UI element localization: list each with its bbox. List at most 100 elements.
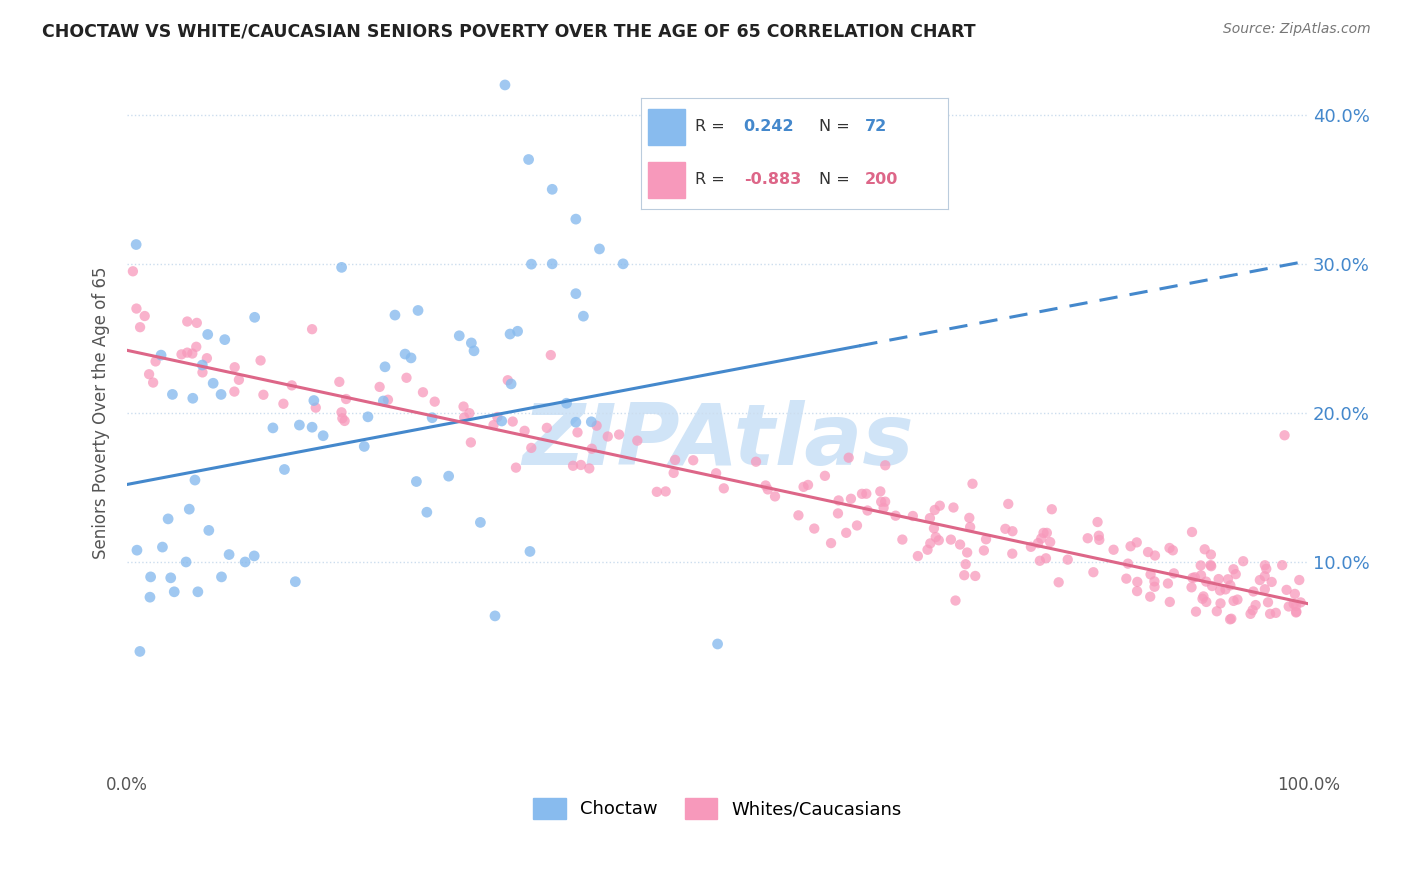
Point <box>174 555 197 569</box>
Point <box>1254 558 1277 573</box>
Point <box>1031 532 1053 546</box>
Point <box>176 345 198 359</box>
Point <box>1184 570 1206 584</box>
Point <box>1163 566 1185 581</box>
Point <box>1032 525 1054 540</box>
Point <box>281 378 304 392</box>
Point <box>486 409 509 424</box>
Point <box>1282 597 1305 611</box>
Point <box>957 511 980 525</box>
Point <box>581 442 603 456</box>
Point <box>262 421 284 435</box>
Legend: Choctaw, Whites/Caucasians: Choctaw, Whites/Caucasians <box>526 791 910 826</box>
Point <box>288 418 311 433</box>
Point <box>956 545 979 559</box>
Point <box>1278 599 1301 614</box>
Point <box>202 376 225 391</box>
Point <box>312 428 335 442</box>
Point <box>1119 539 1142 553</box>
Point <box>939 533 962 547</box>
Point <box>460 435 482 450</box>
Point <box>869 484 891 499</box>
Point <box>706 637 728 651</box>
Point <box>423 394 446 409</box>
Text: Source: ZipAtlas.com: Source: ZipAtlas.com <box>1223 22 1371 37</box>
Point <box>330 411 353 425</box>
Point <box>470 516 492 530</box>
Point <box>1194 542 1216 557</box>
Point <box>1143 549 1166 563</box>
Point <box>572 309 595 323</box>
Point <box>855 487 877 501</box>
Point <box>494 78 516 92</box>
Point <box>305 401 328 415</box>
Point <box>1199 548 1222 562</box>
Point <box>209 387 232 401</box>
Point <box>922 521 945 535</box>
Point <box>1232 554 1254 568</box>
Point <box>1139 590 1161 604</box>
Point <box>1260 574 1282 589</box>
Point <box>273 397 295 411</box>
Point <box>191 366 214 380</box>
Point <box>333 414 356 428</box>
Point <box>420 410 443 425</box>
Point <box>920 536 942 550</box>
Point <box>891 533 914 547</box>
Point <box>1157 576 1180 591</box>
Point <box>803 522 825 536</box>
Point <box>662 466 685 480</box>
Point <box>1256 562 1278 576</box>
Point <box>907 549 929 563</box>
Point <box>1271 558 1294 573</box>
Point <box>243 549 266 563</box>
Point <box>157 512 180 526</box>
Point <box>406 303 429 318</box>
Point <box>395 371 418 385</box>
Point <box>827 507 849 521</box>
Point <box>1077 531 1099 545</box>
Point <box>519 544 541 558</box>
Point <box>596 429 619 443</box>
Point <box>745 455 768 469</box>
Point <box>846 518 869 533</box>
Point <box>139 590 162 604</box>
Point <box>945 593 967 607</box>
Point <box>1180 580 1202 594</box>
Point <box>1102 542 1125 557</box>
Point <box>125 237 148 252</box>
Point <box>1275 582 1298 597</box>
Point <box>851 487 873 501</box>
Point <box>1056 552 1078 566</box>
Point <box>793 480 815 494</box>
Point <box>1116 557 1139 571</box>
Point <box>1220 612 1243 626</box>
Point <box>1040 502 1063 516</box>
Point <box>505 460 527 475</box>
Point <box>125 543 148 558</box>
Point <box>162 387 184 401</box>
Point <box>827 493 849 508</box>
Point <box>301 322 323 336</box>
Point <box>1285 606 1308 620</box>
Point <box>179 502 201 516</box>
Point <box>917 542 939 557</box>
Point <box>1192 590 1215 604</box>
Point <box>335 392 357 406</box>
Point <box>181 346 204 360</box>
Point <box>214 333 236 347</box>
Point <box>997 497 1019 511</box>
Point <box>1181 571 1204 585</box>
Point <box>1001 547 1024 561</box>
Point <box>1222 562 1244 576</box>
Point <box>195 351 218 366</box>
Point <box>1185 605 1208 619</box>
Point <box>1215 582 1237 597</box>
Point <box>928 533 950 548</box>
Point <box>540 348 562 362</box>
Point <box>499 326 522 341</box>
Point <box>453 400 475 414</box>
Point <box>1001 524 1024 539</box>
Point <box>453 410 475 425</box>
Point <box>211 570 233 584</box>
